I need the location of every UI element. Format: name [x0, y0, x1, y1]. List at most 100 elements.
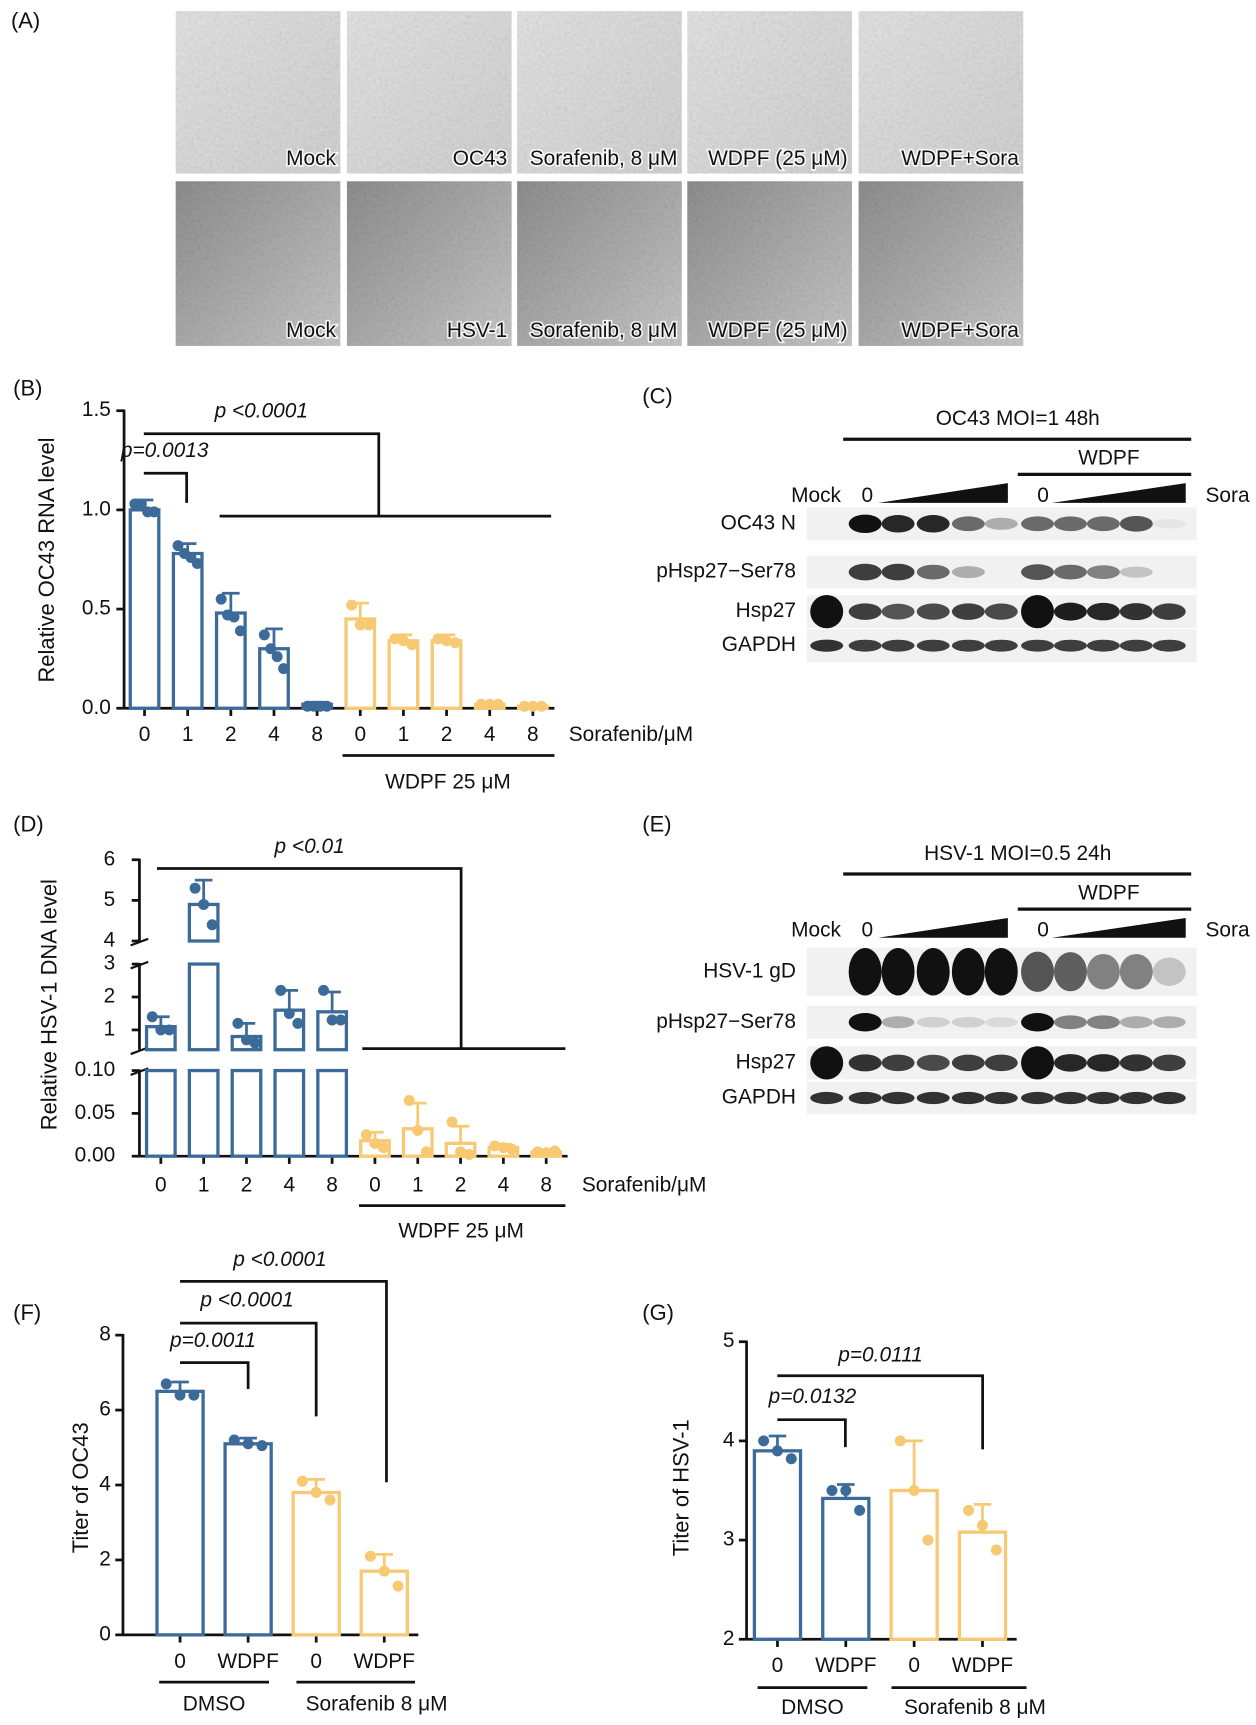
- data-point: [506, 1143, 518, 1155]
- blot-row-label: OC43 N: [721, 511, 796, 534]
- y-tick-label: 1: [104, 1017, 116, 1040]
- x-tick-label: 4: [484, 723, 496, 746]
- blot-band: [810, 639, 844, 652]
- blot-band: [1086, 639, 1120, 652]
- blot-band: [1152, 1091, 1186, 1105]
- y-tick-label: 4: [99, 1473, 111, 1496]
- data-point: [215, 593, 227, 605]
- y-tick-label: 1.0: [82, 497, 111, 520]
- significance-bracket: [777, 1418, 847, 1448]
- y-tick-label: 2: [723, 1627, 735, 1650]
- blot-band: [881, 515, 915, 533]
- bar: [316, 1068, 349, 1158]
- blot-band: [848, 1013, 882, 1032]
- x-tick-label: WDPF: [217, 1650, 278, 1673]
- blot-row-label: pHsp27−Ser78: [656, 1010, 796, 1033]
- significance-bracket: [180, 1361, 250, 1389]
- x-tick-label: WDPF: [952, 1654, 1013, 1677]
- blot-band: [916, 564, 950, 580]
- blot-band: [984, 948, 1018, 996]
- blot-band: [1119, 566, 1153, 578]
- x-tick-label: 0: [369, 1173, 381, 1196]
- significance-bracket: [180, 1279, 388, 1483]
- blot-band: [984, 1091, 1018, 1105]
- x-tick-label: 0: [908, 1654, 920, 1677]
- dose-wedge: [878, 917, 1008, 938]
- data-point: [378, 1142, 389, 1154]
- data-point: [296, 1475, 308, 1487]
- blot-row-label: Hsp27: [736, 599, 796, 622]
- blot-band: [916, 948, 950, 996]
- blot-band: [848, 1054, 882, 1072]
- significance-label: p=0.0132: [768, 1385, 857, 1408]
- x-axis-label: Sorafenib/μM: [582, 1173, 706, 1196]
- bar: [187, 962, 220, 1052]
- micrograph: [687, 181, 852, 346]
- data-point: [455, 1146, 467, 1158]
- lane-label: 0: [1037, 484, 1049, 507]
- dose-wedge: [1051, 483, 1186, 503]
- data-point: [432, 633, 444, 645]
- x-axis-label: Sorafenib/μM: [569, 723, 693, 746]
- y-tick-label: 6: [104, 847, 116, 870]
- blot-band: [1119, 515, 1153, 532]
- micrograph-label: OC43: [453, 147, 508, 170]
- blot-band: [848, 1091, 882, 1105]
- data-point: [256, 1440, 268, 1452]
- x-tick-label: 2: [441, 723, 453, 746]
- data-point: [234, 625, 246, 637]
- micrograph: [517, 181, 682, 346]
- group-label: DMSO: [183, 1693, 246, 1716]
- micrograph-label: WDPF+Sora: [901, 147, 1019, 170]
- y-axis-label: Relative OC43 RNA level: [34, 437, 59, 682]
- blot-band: [1119, 1091, 1153, 1105]
- micrograph: [175, 181, 341, 346]
- micrograph-label: Mock: [286, 319, 336, 342]
- blot-band: [984, 517, 1018, 530]
- y-tick-label: 6: [99, 1398, 111, 1421]
- significance-label: p=0.0111: [837, 1344, 923, 1367]
- data-point: [389, 633, 401, 645]
- x-tick-label: 2: [225, 723, 237, 746]
- data-point: [324, 1494, 336, 1506]
- data-point: [191, 557, 203, 569]
- data-point: [463, 1148, 475, 1160]
- y-tick-label: 0.5: [82, 597, 111, 620]
- y-tick-label: 4: [104, 929, 116, 952]
- blot-band: [1053, 516, 1087, 532]
- significance-bracket: [143, 471, 189, 503]
- blot-band: [951, 948, 985, 996]
- blot-band: [1021, 516, 1054, 532]
- blot-row-label: GAPDH: [722, 633, 796, 656]
- y-tick-label: 0.0: [82, 696, 111, 719]
- data-point: [446, 1116, 458, 1128]
- significance-label: p=0.0011: [169, 1329, 256, 1352]
- data-point: [318, 984, 330, 996]
- blot-band: [1086, 602, 1120, 621]
- blot-band: [1053, 602, 1087, 621]
- significance-bracket: [157, 867, 463, 1049]
- blot-band: [1021, 1013, 1054, 1032]
- bar: [128, 508, 161, 710]
- blot-subheader: WDPF: [1078, 447, 1139, 470]
- panel-label: (B): [13, 376, 42, 401]
- significance-bracket: [143, 432, 381, 517]
- bar: [387, 639, 420, 710]
- micrograph-label: WDPF+Sora: [901, 319, 1019, 342]
- blot-band: [1152, 518, 1186, 529]
- panel-label: (E): [642, 812, 671, 837]
- x-tick-label: 8: [311, 723, 323, 746]
- data-point: [894, 1435, 906, 1447]
- x-tick-label: 4: [283, 1173, 295, 1196]
- data-point: [420, 1146, 432, 1158]
- micrograph-label: Sorafenib, 8 μM: [530, 147, 678, 170]
- blot-band: [1119, 603, 1153, 621]
- blot-band: [916, 603, 950, 620]
- blot-band: [951, 1054, 985, 1072]
- blot-row-label: pHsp27−Ser78: [656, 560, 796, 583]
- blot-band: [881, 563, 915, 581]
- y-tick-label: 5: [104, 888, 116, 911]
- y-tick-label: 5: [723, 1329, 735, 1352]
